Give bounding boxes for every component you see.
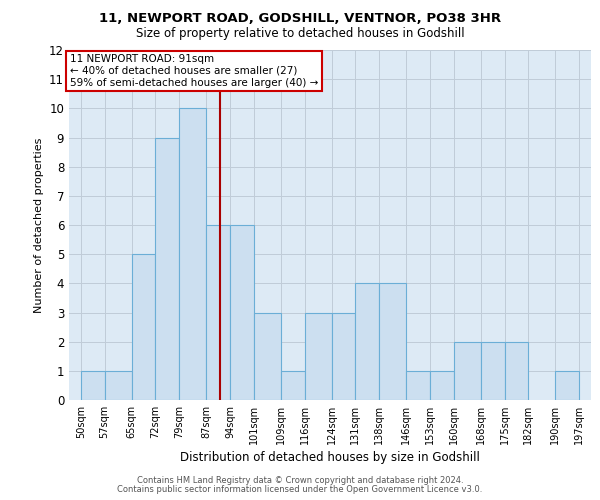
Text: 11 NEWPORT ROAD: 91sqm
← 40% of detached houses are smaller (27)
59% of semi-det: 11 NEWPORT ROAD: 91sqm ← 40% of detached… bbox=[70, 54, 319, 88]
Text: Contains HM Land Registry data © Crown copyright and database right 2024.: Contains HM Land Registry data © Crown c… bbox=[137, 476, 463, 485]
Bar bbox=[104, 371, 132, 400]
Bar bbox=[179, 108, 206, 400]
Y-axis label: Number of detached properties: Number of detached properties bbox=[34, 138, 44, 312]
Bar bbox=[155, 138, 179, 400]
Bar bbox=[132, 254, 155, 400]
X-axis label: Distribution of detached houses by size in Godshill: Distribution of detached houses by size … bbox=[180, 451, 480, 464]
Bar bbox=[206, 225, 230, 400]
Text: Contains public sector information licensed under the Open Government Licence v3: Contains public sector information licen… bbox=[118, 485, 482, 494]
Bar bbox=[355, 284, 379, 400]
Bar bbox=[230, 225, 254, 400]
Bar bbox=[281, 371, 305, 400]
Bar bbox=[305, 312, 332, 400]
Bar bbox=[505, 342, 528, 400]
Bar bbox=[81, 371, 104, 400]
Text: Size of property relative to detached houses in Godshill: Size of property relative to detached ho… bbox=[136, 28, 464, 40]
Bar bbox=[332, 312, 355, 400]
Bar bbox=[481, 342, 505, 400]
Text: 11, NEWPORT ROAD, GODSHILL, VENTNOR, PO38 3HR: 11, NEWPORT ROAD, GODSHILL, VENTNOR, PO3… bbox=[99, 12, 501, 26]
Bar bbox=[254, 312, 281, 400]
Bar bbox=[379, 284, 406, 400]
Bar bbox=[556, 371, 579, 400]
Bar bbox=[454, 342, 481, 400]
Bar bbox=[406, 371, 430, 400]
Bar bbox=[430, 371, 454, 400]
